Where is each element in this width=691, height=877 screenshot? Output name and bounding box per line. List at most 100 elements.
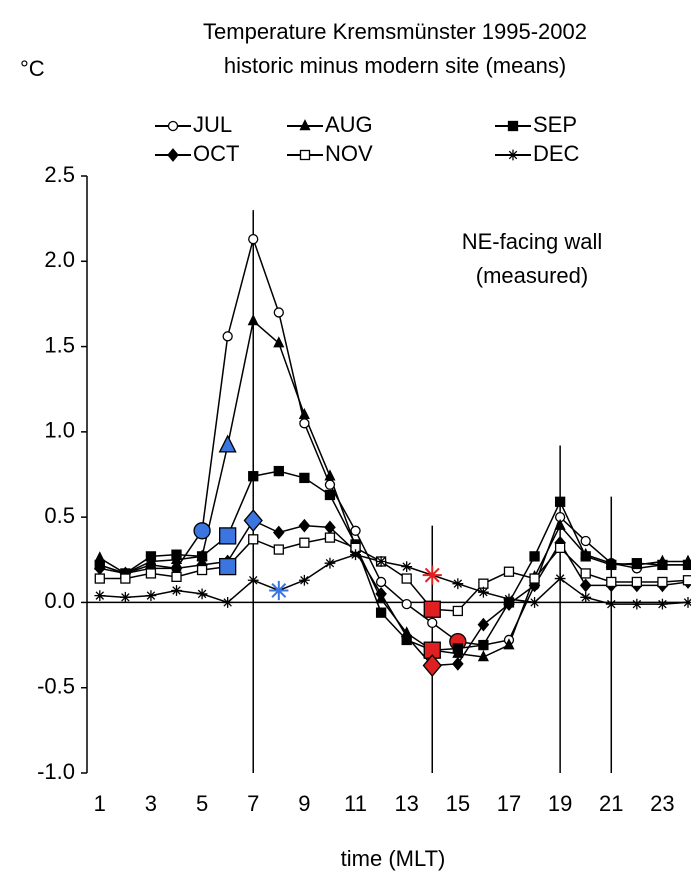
marker <box>554 542 566 553</box>
marker <box>273 525 285 540</box>
marker <box>477 617 490 632</box>
marker <box>248 233 259 245</box>
y-tick-label: 0.0 <box>44 588 75 613</box>
highlight-marker <box>423 600 441 618</box>
marker <box>631 598 643 610</box>
series-line <box>99 536 689 612</box>
marker <box>222 597 234 608</box>
marker <box>375 607 387 618</box>
legend-label: AUG <box>325 112 373 137</box>
marker <box>120 573 131 584</box>
highlight-marker <box>269 580 289 601</box>
marker <box>324 479 336 490</box>
highlight-marker <box>193 522 211 540</box>
marker <box>400 629 413 644</box>
y-tick-label: 2.0 <box>44 247 75 272</box>
marker <box>247 314 259 326</box>
legend-marker <box>299 119 311 131</box>
x-axis-label: time (MLT) <box>341 846 446 871</box>
x-tick-label: 15 <box>446 791 470 816</box>
y-tick-label: 1.0 <box>44 418 75 443</box>
legend-marker <box>167 120 179 132</box>
legend-marker <box>167 148 179 162</box>
marker <box>324 532 336 543</box>
marker <box>503 638 515 650</box>
marker <box>196 588 208 600</box>
series-line <box>99 553 689 605</box>
x-tick-label: 21 <box>599 791 623 816</box>
highlight-marker <box>422 654 442 677</box>
marker <box>324 557 336 569</box>
marker <box>298 407 310 420</box>
x-tick-label: 11 <box>344 791 367 816</box>
highlight-marker <box>243 509 263 532</box>
legend-label: SEP <box>533 112 577 137</box>
marker <box>579 578 592 593</box>
marker <box>401 561 413 573</box>
marker <box>478 639 489 651</box>
marker <box>529 551 540 562</box>
marker <box>682 575 691 586</box>
marker <box>503 593 515 605</box>
marker <box>171 585 182 596</box>
series-line <box>99 236 688 646</box>
marker <box>273 336 285 348</box>
marker <box>375 587 387 601</box>
series-line <box>99 319 688 658</box>
y-tick-label: -0.5 <box>37 674 75 699</box>
marker <box>452 643 463 654</box>
x-tick-label: 3 <box>145 791 157 816</box>
marker <box>606 559 617 571</box>
marker <box>119 591 131 603</box>
legend-marker <box>299 149 311 161</box>
marker <box>94 590 106 602</box>
marker <box>350 549 361 561</box>
marker <box>554 573 566 584</box>
annotation: (measured) <box>476 263 588 288</box>
marker <box>580 591 592 603</box>
y-tick-label: 1.5 <box>44 332 75 357</box>
highlight-marker <box>219 557 237 576</box>
marker <box>657 598 668 610</box>
marker <box>452 656 464 671</box>
marker <box>452 578 464 590</box>
marker <box>324 469 336 481</box>
highlight-marker <box>218 434 237 453</box>
y-tick-label: -1.0 <box>37 759 75 784</box>
marker <box>299 472 310 484</box>
marker <box>171 571 182 582</box>
marker <box>478 586 489 598</box>
x-tick-label: 9 <box>298 791 310 816</box>
y-unit: °C <box>20 56 45 81</box>
series-line <box>99 470 688 651</box>
marker <box>273 544 284 555</box>
highlight-marker <box>219 527 237 545</box>
marker <box>273 465 284 477</box>
marker <box>529 597 540 608</box>
legend-label: NOV <box>325 141 373 166</box>
marker <box>375 556 387 567</box>
marker <box>299 537 310 548</box>
marker <box>94 573 105 584</box>
marker <box>248 534 259 545</box>
x-tick-label: 5 <box>196 791 208 816</box>
marker <box>273 307 284 318</box>
highlight-marker <box>422 565 442 585</box>
marker <box>298 574 310 586</box>
marker <box>682 559 691 571</box>
marker <box>145 568 157 579</box>
marker <box>580 551 591 562</box>
y-tick-label: 0.5 <box>44 503 75 528</box>
marker <box>171 549 182 560</box>
marker <box>580 535 591 547</box>
marker <box>503 566 515 577</box>
marker <box>248 471 259 482</box>
x-tick-label: 7 <box>247 791 259 816</box>
legend-marker <box>507 149 519 161</box>
x-tick-label: 17 <box>497 791 521 816</box>
marker <box>222 331 233 342</box>
marker <box>375 576 387 588</box>
marker <box>247 574 259 586</box>
marker <box>631 558 643 569</box>
